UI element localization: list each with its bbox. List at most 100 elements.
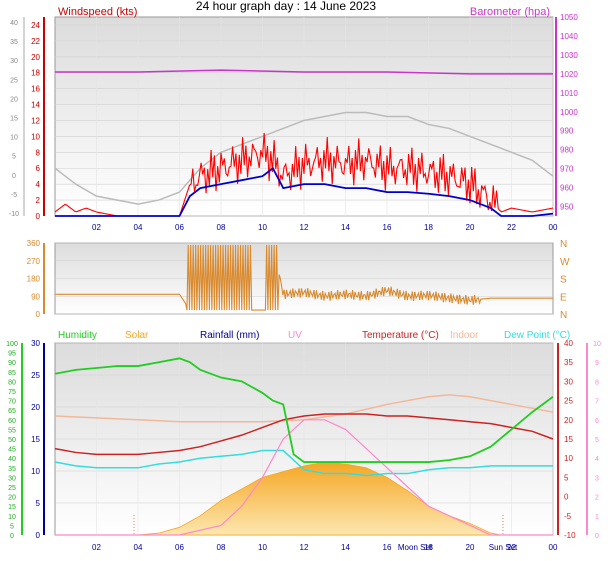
wind-right-tick: 950 xyxy=(560,203,574,212)
wind-outer-tick: 0 xyxy=(12,173,16,180)
uv-tick: 6 xyxy=(595,418,599,425)
wind-x-tick: 12 xyxy=(300,223,309,232)
solar-area xyxy=(55,461,553,536)
uv-tick: 4 xyxy=(595,456,599,463)
wind-x-tick: 14 xyxy=(341,223,350,232)
clim-x-tick: 10 xyxy=(258,543,267,552)
wind-outer-tick: 30 xyxy=(10,58,18,65)
temp-tick: 0 xyxy=(564,493,569,502)
dir-right-tick: N xyxy=(560,310,567,321)
wind-left-label: Windspeed (kts) xyxy=(58,6,137,18)
temp-tick: 35 xyxy=(564,358,573,367)
humidity-tick: 65 xyxy=(8,408,16,415)
wind-x-tick: 00 xyxy=(549,223,558,232)
uv-line xyxy=(55,419,553,536)
barometer-line xyxy=(55,69,553,75)
uv-tick: 9 xyxy=(595,360,599,367)
humidity-tick: 10 xyxy=(8,514,16,521)
wind-outer-tick: 15 xyxy=(10,116,18,123)
humidity-tick: 0 xyxy=(10,533,14,540)
temperature-line xyxy=(54,413,554,456)
temp-tick: 15 xyxy=(564,435,573,444)
wind-left-tick: 14 xyxy=(31,101,40,110)
wind-right-tick: 1040 xyxy=(560,32,578,41)
wind-outer-tick: -5 xyxy=(11,192,17,199)
wind-x-tick: 16 xyxy=(383,223,392,232)
humidity-tick: 55 xyxy=(8,427,16,434)
wind-outer-tick: -10 xyxy=(9,211,19,218)
wind-outer-tick: 35 xyxy=(10,39,18,46)
wind-x-tick: 06 xyxy=(175,223,184,232)
humidity-line xyxy=(54,357,554,463)
clim-x-tick: 16 xyxy=(383,543,392,552)
rain-tick: 25 xyxy=(31,371,40,380)
clim-x-tick: 00 xyxy=(549,543,558,552)
temp-tick: 30 xyxy=(564,377,573,386)
wind-left-tick: 16 xyxy=(31,85,40,94)
temp-tick: 10 xyxy=(564,454,573,463)
rain-tick: 0 xyxy=(36,531,41,540)
clim-x-tick: 02 xyxy=(92,543,101,552)
wind-right-label: Barometer (hpa) xyxy=(470,6,550,18)
wind-left-tick: 12 xyxy=(31,116,40,125)
dewpoint-line xyxy=(54,449,553,477)
avg-wind-line xyxy=(55,166,554,217)
wind-left-tick: 6 xyxy=(36,164,41,173)
humidity-tick: 45 xyxy=(8,447,16,454)
temp-tick: 40 xyxy=(564,339,573,348)
wind-x-tick: 22 xyxy=(507,223,516,232)
clim-x-tick: 20 xyxy=(466,543,475,552)
legend-entry: Indoor xyxy=(450,330,479,341)
wind-outer-tick: 25 xyxy=(10,77,18,84)
humidity-tick: 40 xyxy=(8,456,16,463)
wind-x-tick: 08 xyxy=(217,223,226,232)
humidity-tick: 70 xyxy=(8,399,16,406)
uv-tick: 3 xyxy=(595,475,599,482)
wind-x-tick: 10 xyxy=(258,223,267,232)
wind-x-tick: 18 xyxy=(424,223,433,232)
uv-tick: 10 xyxy=(593,341,601,348)
wind-right-tick: 1020 xyxy=(560,70,578,79)
temp-tick: 25 xyxy=(564,397,573,406)
grid-lines xyxy=(55,17,554,536)
wind-right-tick: 1030 xyxy=(560,51,578,60)
wind-outer-tick: 5 xyxy=(12,154,16,161)
dir-left-tick: 0 xyxy=(36,310,41,319)
clim-x-tick: 14 xyxy=(341,543,350,552)
wind-outer-tick: 20 xyxy=(10,96,18,103)
wind-left-tick: 8 xyxy=(36,148,41,157)
legend-entry: UV xyxy=(288,330,302,341)
wind-right-tick: 1050 xyxy=(560,13,578,22)
clim-x-tick: 08 xyxy=(217,543,226,552)
wind-left-tick: 0 xyxy=(36,212,41,221)
rain-tick: 15 xyxy=(31,435,40,444)
humidity-tick: 15 xyxy=(8,504,16,511)
wind-right-tick: 960 xyxy=(560,184,574,193)
wind-left-tick: 2 xyxy=(36,196,41,205)
wind-left-tick: 4 xyxy=(36,180,41,189)
wind-x-tick: 02 xyxy=(92,223,101,232)
temp-tick: 20 xyxy=(564,416,573,425)
wind-left-tick: 22 xyxy=(31,37,40,46)
humidity-tick: 35 xyxy=(8,466,16,473)
wind-right-tick: 1010 xyxy=(560,89,578,98)
dir-right-tick: E xyxy=(560,292,567,303)
humidity-tick: 5 xyxy=(10,523,14,530)
legend-entry: Solar xyxy=(125,330,149,341)
humidity-tick: 30 xyxy=(8,475,16,482)
humidity-tick: 25 xyxy=(8,485,16,492)
wind-right-tick: 970 xyxy=(560,165,574,174)
series-group xyxy=(54,69,554,536)
dir-left-tick: 180 xyxy=(27,275,41,284)
humidity-tick: 80 xyxy=(8,379,16,386)
temp-tick: 5 xyxy=(564,473,569,482)
temp-tick: -5 xyxy=(564,512,572,521)
axis-labels: 2422201816141210864204035302520151050-5-… xyxy=(6,6,601,552)
uv-tick: 0 xyxy=(595,533,599,540)
humidity-tick: 60 xyxy=(8,418,16,425)
uv-tick: 1 xyxy=(595,514,599,521)
wind-right-tick: 1000 xyxy=(560,108,578,117)
moon-set-label: Moon Set xyxy=(398,543,433,552)
dir-left-tick: 270 xyxy=(27,257,41,266)
